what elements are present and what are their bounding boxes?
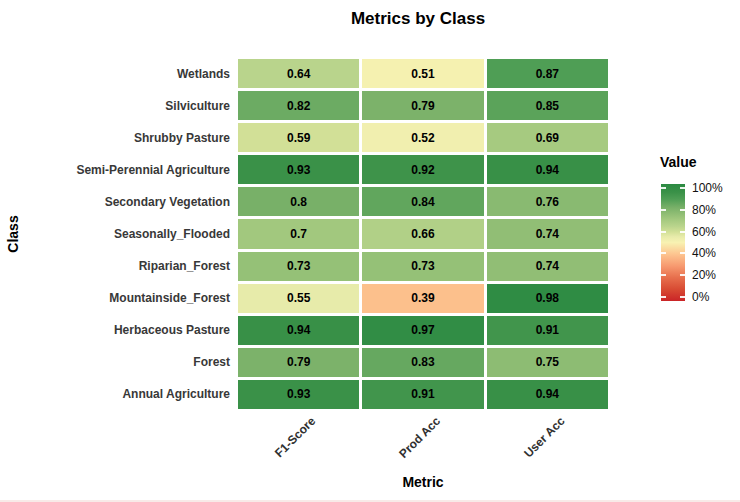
legend-tick-mark [661,296,666,298]
heatmap-cell: 0.83 [362,348,483,377]
heatmap-cell: 0.66 [362,219,483,248]
y-tick-label: Silviculture [0,91,238,120]
legend-tick-mark [661,274,666,276]
heatmap-cell: 0.73 [362,252,483,281]
heatmap-cell: 0.76 [487,187,608,216]
heatmap-cell: 0.75 [487,348,608,377]
y-tick-label: Forest [0,348,238,377]
legend-tick-mark [661,252,666,254]
legend-tick-label: 60% [692,225,716,239]
legend-tick-mark [661,187,666,189]
y-tick-label: Shrubby Pasture [0,123,238,152]
heatmap-cell: 0.98 [487,284,608,313]
heatmap-cell: 0.94 [487,155,608,184]
heatmap-cell: 0.8 [238,187,359,216]
x-tick-label: User Acc [521,414,567,460]
legend-tick-label: 0% [692,290,709,304]
legend-tick-mark [680,252,685,254]
heatmap-cell: 0.51 [362,59,483,88]
heatmap-cell: 0.97 [362,316,483,345]
legend-tick-label: 20% [692,268,716,282]
heatmap-cell: 0.87 [487,59,608,88]
legend-tick-mark [680,296,685,298]
heatmap-cell: 0.84 [362,187,483,216]
heatmap-cell: 0.85 [487,91,608,120]
heatmap-cell: 0.91 [487,316,608,345]
heatmap-cell: 0.74 [487,219,608,248]
heatmap-cell: 0.93 [238,380,359,409]
y-tick-label: Mountainside_Forest [0,284,238,313]
heatmap-cell: 0.52 [362,123,483,152]
heatmap-figure: Metrics by Class Class WetlandsSilvicult… [0,0,740,502]
legend-title: Value [660,154,697,170]
legend-tick-mark [680,274,685,276]
heatmap-cell: 0.79 [362,91,483,120]
heatmap-cell: 0.74 [487,252,608,281]
legend-tick-label: 100% [692,181,723,195]
y-tick-label: Secondary Vegetation [0,187,238,216]
heatmap-cell: 0.59 [238,123,359,152]
heatmap-cells: 0.640.510.870.820.790.850.590.520.690.93… [238,59,608,409]
legend-tick-mark [680,231,685,233]
x-tick-label: F1-Score [272,414,318,460]
heatmap-cell: 0.73 [238,252,359,281]
legend-tick-mark [680,209,685,211]
legend-gradient-bar [661,184,685,301]
chart-title: Metrics by Class [98,9,738,29]
heatmap-cell: 0.94 [238,316,359,345]
heatmap-cell: 0.91 [362,380,483,409]
heatmap-cell: 0.94 [487,380,608,409]
heatmap-cell: 0.79 [238,348,359,377]
heatmap-cell: 0.55 [238,284,359,313]
legend-tick-mark [661,209,666,211]
heatmap-cell: 0.39 [362,284,483,313]
color-legend: Value 100% 80% 60% 40% 20% 0% [658,154,740,319]
heatmap-cell: 0.92 [362,155,483,184]
legend-tick-label: 80% [692,203,716,217]
legend-tick-mark [661,231,666,233]
heatmap-cell: 0.69 [487,123,608,152]
y-axis-tick-labels: Wetlands Silviculture Shrubby Pasture Semi-… [0,59,238,409]
y-tick-label: Annual Agriculture [0,380,238,409]
legend-tick-label: 40% [692,246,716,260]
legend-tick-mark [680,187,685,189]
x-axis-title: Metric [238,474,608,490]
x-tick-label: Prod Acc [396,414,443,461]
heatmap-cell: 0.7 [238,219,359,248]
y-tick-label: Wetlands [0,59,238,88]
y-tick-label: Riparian_Forest [0,252,238,281]
heatmap-cell: 0.64 [238,59,359,88]
y-tick-label: Semi-Perennial Agriculture [0,155,238,184]
y-tick-label: Herbaceous Pasture [0,316,238,345]
heatmap-cell: 0.82 [238,91,359,120]
heatmap-cell: 0.93 [238,155,359,184]
y-tick-label: Seasonally_Flooded [0,219,238,248]
